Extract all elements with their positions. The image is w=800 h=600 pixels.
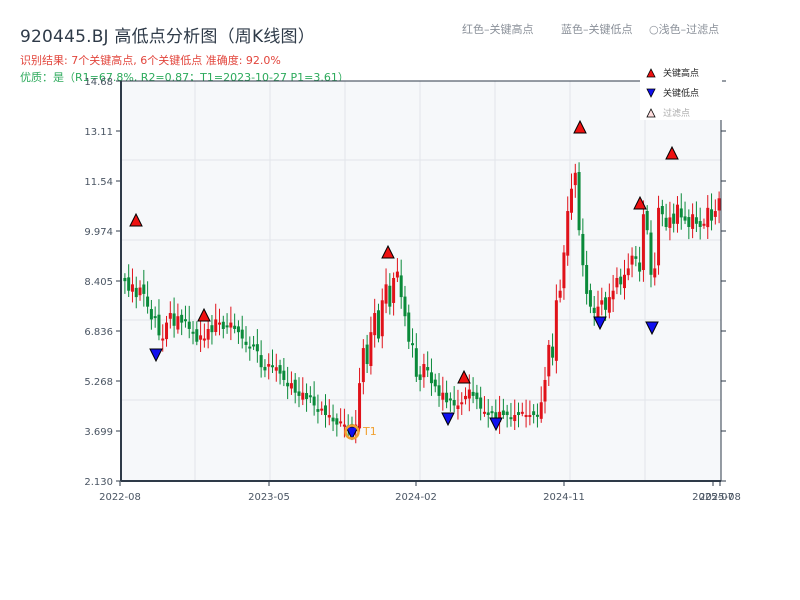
axes: 2.130 3.699 5.268 6.836 8.405 9.974 11.54 13.11… <box>84 77 741 503</box>
recognition-result: 识别结果: 7个关键高点, 6个关键低点 准确度: 92.0% <box>20 54 281 67</box>
svg-text:2024-02: 2024-02 <box>395 492 437 503</box>
svg-text:11.54: 11.54 <box>84 177 113 188</box>
candles <box>123 162 721 444</box>
legend-item-high: 关键高点 <box>646 66 699 79</box>
svg-text:14.68: 14.68 <box>84 77 113 88</box>
chart-title: 920445.BJ 高低点分析图（周K线图） <box>20 27 315 47</box>
hint-blue-low: 蓝色–关键低点 <box>561 23 633 36</box>
svg-text:13.11: 13.11 <box>84 127 113 138</box>
svg-text:5.268: 5.268 <box>84 377 113 388</box>
svg-text:2.130: 2.130 <box>84 477 113 488</box>
svg-text:T1: T1 <box>362 425 377 438</box>
svg-text:3.699: 3.699 <box>84 427 113 438</box>
svg-text:2024-11: 2024-11 <box>543 492 585 503</box>
blue-triangle-down-icon <box>646 88 656 98</box>
svg-text:2022-08: 2022-08 <box>99 492 141 503</box>
grid-lines <box>121 81 721 481</box>
svg-text:6.836: 6.836 <box>84 327 113 338</box>
hint-light-filtered: ○浅色–过滤点 <box>649 23 720 36</box>
svg-text:2023-05: 2023-05 <box>248 492 290 503</box>
hint-red-high: 红色–关键高点 <box>462 23 534 36</box>
svg-text:9.974: 9.974 <box>84 227 113 238</box>
light-triangle-up-icon <box>646 107 656 117</box>
plot-area <box>121 81 721 481</box>
legend: 关键高点 关键低点 过滤点 <box>640 64 722 120</box>
svg-text:2025-08: 2025-08 <box>699 492 741 503</box>
svg-text:8.405: 8.405 <box>84 277 113 288</box>
legend-item-low: 关键低点 <box>646 86 699 99</box>
svg-text:2025-07: 2025-07 <box>692 492 734 503</box>
legend-item-filtered: 过滤点 <box>646 106 690 119</box>
key-point-markers: T1 <box>129 119 679 441</box>
red-triangle-up-icon <box>646 67 656 77</box>
